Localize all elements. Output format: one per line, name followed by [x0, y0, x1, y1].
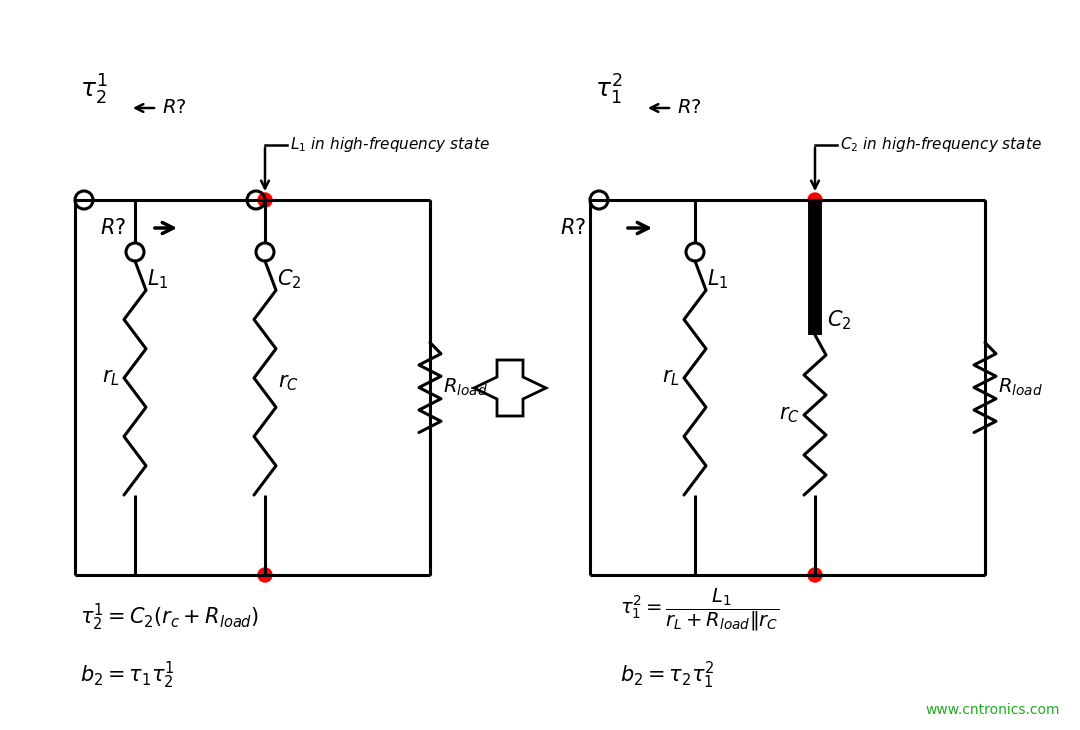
Circle shape: [258, 193, 272, 207]
Text: $R?$: $R?$: [561, 218, 586, 238]
Text: $L_1$: $L_1$: [147, 267, 168, 291]
Text: $r_C$: $r_C$: [278, 373, 299, 393]
Text: $R_{load}$: $R_{load}$: [443, 377, 488, 398]
Text: $b_2 = \tau_2\tau_1^2$: $b_2 = \tau_2\tau_1^2$: [620, 659, 715, 691]
Text: $R_{load}$: $R_{load}$: [998, 377, 1043, 398]
Text: $\tau_1^2 = \dfrac{L_1}{r_L + R_{load} \| r_C}$: $\tau_1^2 = \dfrac{L_1}{r_L + R_{load} \…: [620, 587, 779, 633]
Text: $C_2$ in high-frequency state: $C_2$ in high-frequency state: [840, 136, 1042, 155]
Text: $\tau_2^1 = C_2\left(r_c + R_{load}\right)$: $\tau_2^1 = C_2\left(r_c + R_{load}\righ…: [80, 602, 259, 633]
Circle shape: [808, 193, 822, 207]
Text: $\tau_1^2$: $\tau_1^2$: [595, 73, 622, 107]
Text: $C_2$: $C_2$: [827, 308, 851, 332]
Text: $R?$: $R?$: [677, 99, 702, 118]
Text: $C_2$: $C_2$: [276, 267, 301, 291]
Text: $\tau_2^1$: $\tau_2^1$: [80, 73, 108, 107]
Circle shape: [258, 568, 272, 582]
Text: $L_1$ in high-frequency state: $L_1$ in high-frequency state: [291, 136, 489, 155]
Circle shape: [808, 568, 822, 582]
Text: $b_2 = \tau_1\tau_2^1$: $b_2 = \tau_1\tau_2^1$: [80, 659, 175, 691]
Text: www.cntronics.com: www.cntronics.com: [926, 703, 1059, 717]
Text: $R?$: $R?$: [162, 99, 187, 118]
Text: $r_L$: $r_L$: [103, 368, 120, 388]
Text: $r_L$: $r_L$: [662, 368, 680, 388]
Text: $L_1$: $L_1$: [707, 267, 729, 291]
Text: $r_C$: $r_C$: [780, 405, 800, 425]
Text: $R?$: $R?$: [100, 218, 126, 238]
